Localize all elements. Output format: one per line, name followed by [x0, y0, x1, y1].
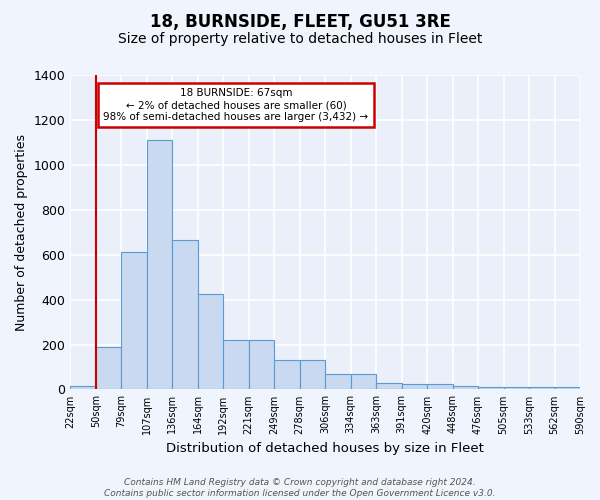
Bar	[325, 374, 350, 390]
Bar	[452, 386, 478, 390]
Bar	[70, 386, 96, 390]
Bar	[350, 374, 376, 390]
Bar	[274, 360, 299, 390]
Text: Size of property relative to detached houses in Fleet: Size of property relative to detached ho…	[118, 32, 482, 46]
Y-axis label: Number of detached properties: Number of detached properties	[15, 134, 28, 330]
Bar	[478, 387, 503, 390]
X-axis label: Distribution of detached houses by size in Fleet: Distribution of detached houses by size …	[166, 442, 484, 455]
Bar	[96, 347, 121, 390]
Bar	[223, 340, 248, 390]
Text: 18, BURNSIDE, FLEET, GU51 3RE: 18, BURNSIDE, FLEET, GU51 3RE	[149, 12, 451, 30]
Bar	[172, 240, 198, 390]
Bar	[198, 294, 223, 390]
Bar	[248, 340, 274, 390]
Text: Contains HM Land Registry data © Crown copyright and database right 2024.
Contai: Contains HM Land Registry data © Crown c…	[104, 478, 496, 498]
Bar	[427, 384, 452, 390]
Bar	[147, 140, 172, 390]
Bar	[529, 387, 554, 390]
Bar	[401, 384, 427, 390]
Bar	[299, 360, 325, 390]
Bar	[554, 387, 580, 390]
Bar	[503, 387, 529, 390]
Text: 18 BURNSIDE: 67sqm
← 2% of detached houses are smaller (60)
98% of semi-detached: 18 BURNSIDE: 67sqm ← 2% of detached hous…	[103, 88, 368, 122]
Bar	[121, 252, 147, 390]
Bar	[376, 382, 401, 390]
